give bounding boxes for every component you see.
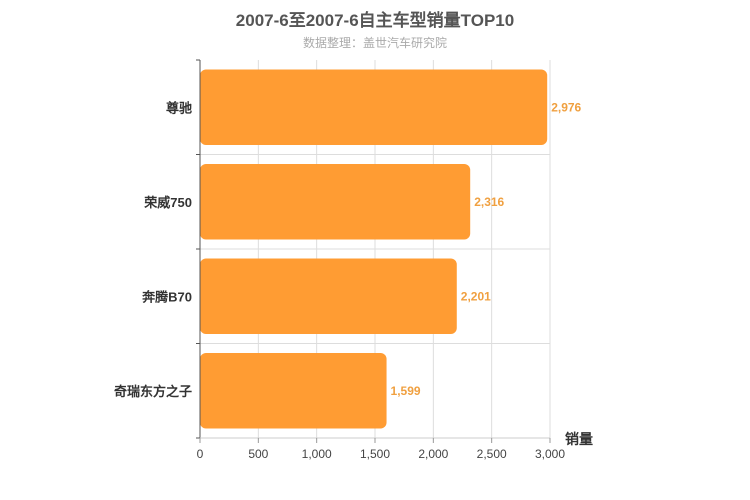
chart-subtitle: 数据整理：盖世汽车研究院	[302, 36, 447, 50]
bars	[200, 69, 548, 429]
category-label: 尊驰	[166, 100, 192, 115]
bar	[200, 163, 471, 240]
axes	[196, 59, 551, 443]
x-tick-label: 2,500	[477, 447, 507, 461]
x-axis-title: 销量	[565, 431, 593, 447]
bar-value-label: 2,316	[474, 195, 504, 209]
category-label: 奇瑞东方之子	[114, 384, 192, 399]
chart-title: 2007-6至2007-6自主车型销量TOP10	[235, 11, 515, 30]
category-label: 奔腾B70	[141, 289, 192, 304]
x-tick-label: 1,500	[360, 447, 390, 461]
x-tick-label: 3,000	[535, 447, 565, 461]
category-label: 荣威750	[143, 195, 192, 210]
x-tick-label: 1,000	[302, 447, 332, 461]
bar-value-label: 2,201	[461, 289, 491, 303]
bar	[200, 69, 548, 146]
x-tick-label: 0	[197, 447, 204, 461]
bar	[200, 352, 387, 429]
bar-value-label: 1,599	[391, 384, 421, 398]
x-tick-label: 500	[248, 447, 268, 461]
bar-value-label: 2,976	[551, 100, 581, 114]
x-tick-label: 2,000	[418, 447, 448, 461]
labels: 2,976 尊驰 2,316 荣威750 2,201 奔腾B70 1,599 奇瑞东方之子 0 5…	[114, 100, 593, 461]
bar	[200, 258, 457, 335]
